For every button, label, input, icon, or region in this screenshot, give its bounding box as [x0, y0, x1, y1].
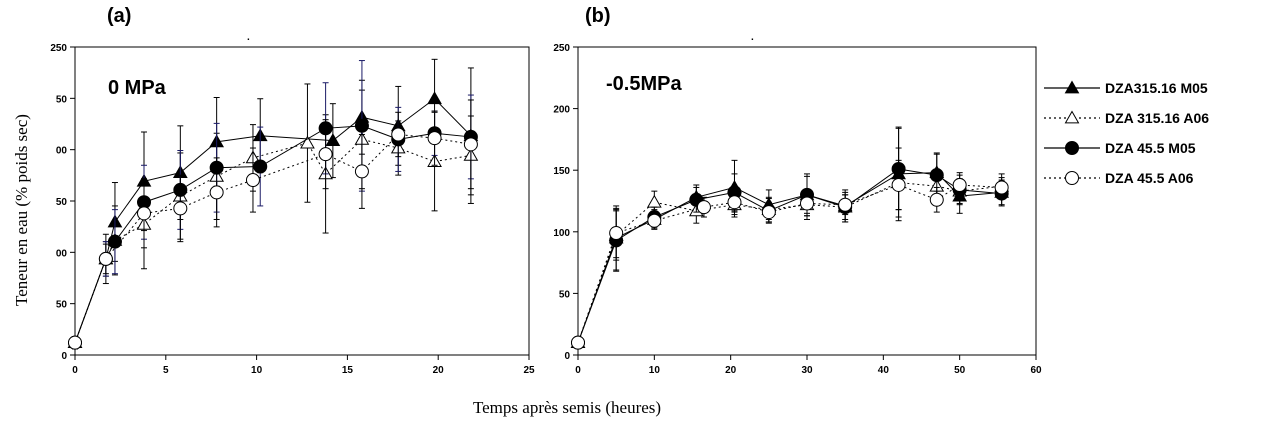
panel-a-label: (a) — [107, 5, 131, 27]
legend-label: DZA 45.5 M05 — [1105, 140, 1196, 156]
legend-marker — [1065, 171, 1079, 185]
panel-b-series-line — [577, 182, 1002, 343]
panel-a-y-tick-label: 00 — [56, 248, 68, 259]
panel-b-x-tick-label: 60 — [1030, 365, 1042, 376]
panel-a-x-tick-label: 25 — [523, 365, 535, 376]
panel-b-data-point — [994, 180, 1009, 195]
panel-a-data-point — [300, 135, 315, 149]
legend-marker — [1065, 141, 1079, 155]
x-axis-label: Temps après semis (heures) — [473, 398, 661, 417]
legend-entry-3: DZA 45.5 M05 — [1044, 140, 1196, 156]
panel-a-series-line — [74, 133, 471, 343]
panel-b-x-tick-label: 40 — [878, 365, 890, 376]
panel-b-series-1 — [570, 126, 1010, 349]
panel-a-data-point — [427, 91, 442, 105]
panel-a-series-2 — [67, 83, 479, 350]
panel-a-data-point — [209, 185, 224, 200]
panel-a-series-4 — [68, 99, 478, 350]
panel-a-x-tick-label: 0 — [72, 365, 78, 376]
panel-a-x-tick-label: 20 — [433, 365, 445, 376]
panel-b-series — [570, 126, 1010, 350]
panel-a-y-tick-label: 00 — [56, 146, 68, 157]
panel-a-y-tick-label: 50 — [56, 197, 68, 208]
panel-b-y-tick-label: 200 — [553, 105, 570, 116]
panel-b-data-point — [929, 192, 944, 207]
panel-b-data-point — [952, 177, 967, 192]
panel-a-data-point — [391, 127, 406, 142]
panel-b-axes: 0 10 20 30 40 50 60 0 50 100 150 200 250 — [553, 43, 1042, 376]
panel-a-y-tick-label: 0 — [61, 351, 67, 362]
panel-b-data-point — [800, 196, 814, 211]
panel-b-y-tick-label: 50 — [559, 289, 571, 300]
panel-b-data-point — [647, 213, 662, 228]
panel-a-data-point — [98, 251, 113, 266]
panel-b-series-3 — [571, 127, 1009, 350]
panel-b-x-tick-label: 0 — [575, 365, 581, 376]
panel-b-data-point — [761, 205, 776, 220]
panel-a-x-tick-label: 15 — [342, 365, 354, 376]
panel-a-dot: . — [247, 32, 250, 43]
y-axis-label: Teneur en eau (% poids sec) — [12, 114, 31, 306]
panel-a-series-line — [74, 98, 472, 343]
legend-label: DZA 315.16 A06 — [1105, 110, 1209, 126]
panel-a-x-tick-label: 5 — [163, 365, 169, 376]
panel-b-y-tick-label: 0 — [564, 351, 570, 362]
panel-a-data-point — [173, 201, 188, 216]
panel-a-data-point — [354, 118, 369, 133]
panel-b-condition: -0.5MPa — [606, 73, 682, 95]
panel-a-series-line — [74, 138, 471, 343]
panel-b-label: (b) — [585, 5, 611, 27]
legend: DZA315.16 M05 DZA 315.16 A06 DZA 45.5 M05 D… — [1044, 80, 1209, 186]
panel-a-series-1 — [67, 58, 479, 350]
panel-a-data-point — [354, 164, 369, 179]
legend-label: DZA 45.5 A06 — [1105, 170, 1194, 186]
panel-a-data-point — [325, 133, 341, 147]
panel-a-data-point — [137, 206, 152, 221]
panel-b-y-tick-label: 100 — [553, 228, 570, 239]
panel-a-data-point — [427, 131, 442, 146]
panel-b-data-point — [696, 200, 711, 215]
panel-b-x-tick-label: 50 — [954, 365, 966, 376]
legend-marker — [1064, 80, 1080, 94]
panel-a-y-tick-label: 50 — [56, 94, 68, 105]
panel-b-data-point — [727, 195, 742, 210]
panel-b-dot: . — [751, 32, 754, 43]
legend-entry-1: DZA315.16 M05 — [1044, 80, 1208, 96]
panel-a-data-point — [107, 234, 122, 249]
panel-b-y-tick-label: 250 — [553, 43, 570, 54]
panel-b-data-point — [891, 177, 906, 192]
panel-a-y-tick-label: 250 — [50, 43, 67, 54]
panel-b-y-tick-label: 150 — [553, 166, 570, 177]
panel-a-series — [67, 58, 479, 350]
panel-a-data-point — [68, 335, 82, 350]
panel-a-data-point — [463, 137, 478, 152]
legend-entry-4: DZA 45.5 A06 — [1044, 170, 1194, 186]
panel-b-series-line — [577, 184, 1002, 343]
panel-b-x-tick-label: 20 — [725, 365, 737, 376]
panel-b-data-point — [929, 168, 944, 183]
panel-a-data-point — [253, 159, 268, 174]
panel-b-x-tick-label: 10 — [649, 365, 661, 376]
panel-a-series-3 — [68, 60, 478, 350]
panel-a-y-tick-label: 50 — [56, 300, 68, 311]
panel-a-x-tick-label: 10 — [251, 365, 263, 376]
panel-b-data-point — [609, 226, 624, 241]
legend-label: DZA315.16 M05 — [1105, 80, 1208, 96]
panel-b-data-point — [838, 197, 853, 212]
panel-b-data-point — [571, 335, 585, 350]
panel-a-series-line — [74, 125, 471, 343]
panel-a-data-point — [245, 173, 260, 188]
panel-b: (b) . -0.5MPa 0 10 20 30 40 50 60 0 50 100 150 200 2… — [553, 5, 1042, 376]
panel-a-data-point — [318, 147, 333, 162]
panel-b-data-point — [646, 194, 662, 208]
legend-marker — [1064, 110, 1080, 124]
panel-b-x-tick-label: 30 — [801, 365, 813, 376]
panel-b-series-4 — [571, 159, 1009, 350]
legend-entry-2: DZA 315.16 A06 — [1044, 110, 1209, 126]
panel-a-condition: 0 MPa — [108, 77, 167, 99]
